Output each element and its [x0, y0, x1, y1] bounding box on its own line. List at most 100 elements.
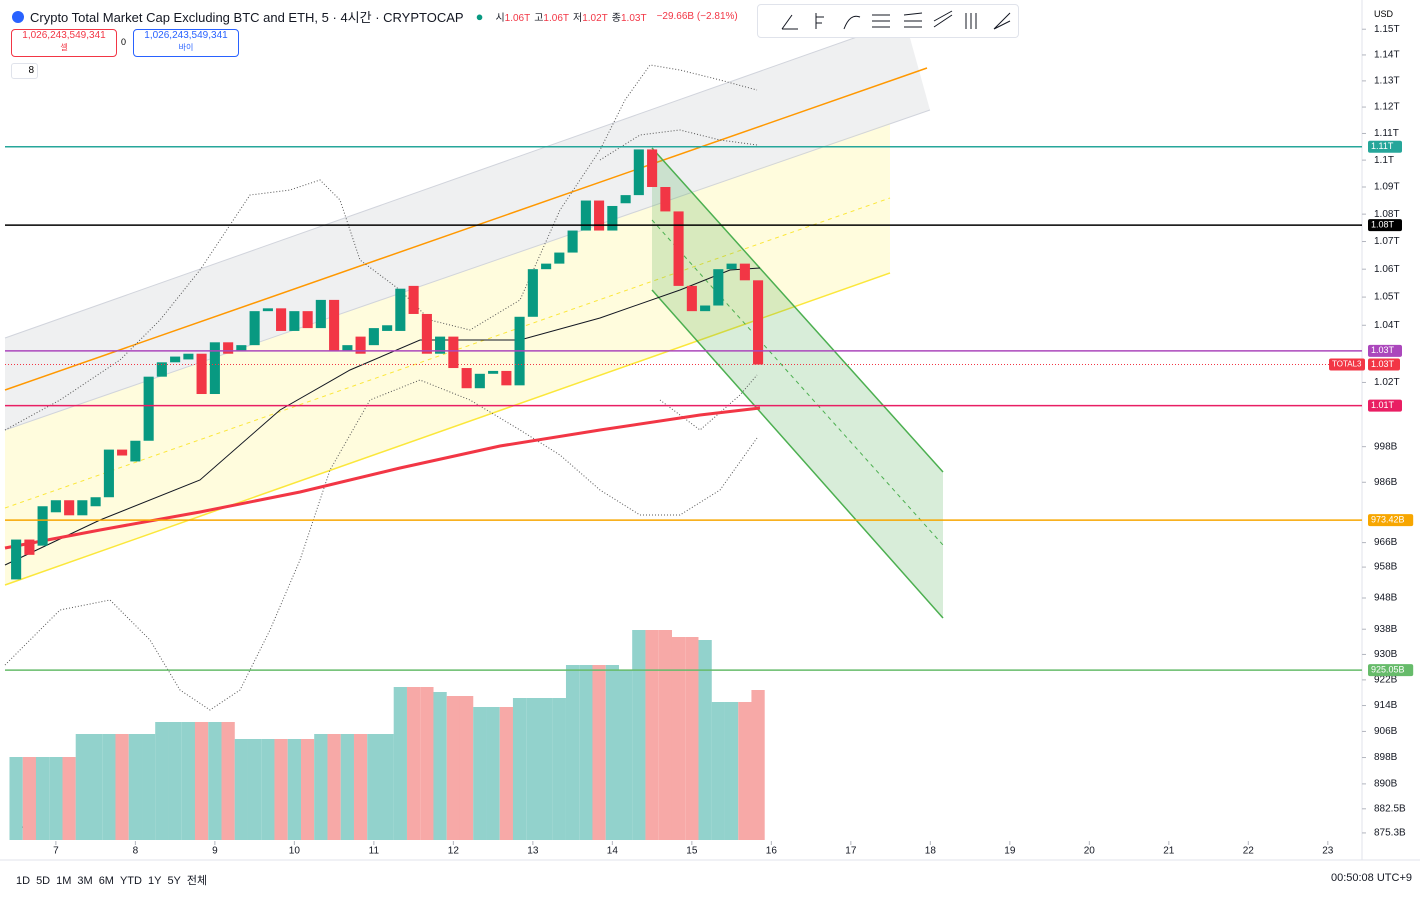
volume-bar	[261, 739, 275, 840]
sell-price: 1,026,243,549,341	[22, 30, 106, 41]
volume-bar	[208, 722, 222, 840]
volume-bar	[685, 637, 699, 840]
toolbar-icons	[781, 10, 1011, 30]
ohlc-label: 저	[573, 13, 583, 24]
plot: 1.15T1.14T1.13T1.12T1.11T1.1T1.09T1.08T1…	[5, 24, 1414, 857]
volume-bar	[698, 640, 712, 840]
candle-body	[673, 211, 684, 286]
volume-bar	[499, 707, 514, 840]
x-tick-label: 12	[448, 846, 460, 857]
x-tick-label: 13	[527, 846, 539, 857]
range-button[interactable]: YTD	[119, 875, 142, 887]
candle-body	[686, 285, 697, 312]
candle-body	[461, 368, 472, 389]
candle-body	[421, 313, 432, 354]
candle-body	[289, 311, 300, 331]
x-tick-label: 19	[1004, 846, 1016, 857]
candle-body	[315, 299, 326, 329]
ohlc-value: 1.06T	[504, 13, 531, 24]
candle-body	[620, 195, 631, 204]
volume-bar	[35, 757, 50, 840]
volume-bar	[605, 665, 619, 840]
x-tick-label: 18	[925, 846, 937, 857]
volume-bar	[367, 734, 381, 840]
sell-button[interactable]: 1,026,243,549,341 셀	[11, 29, 117, 57]
range-button[interactable]: 전체	[186, 875, 208, 887]
candle-body	[223, 342, 234, 354]
price-tag-label: 925.05B	[1371, 665, 1405, 675]
range-button[interactable]: 5D	[36, 875, 51, 887]
candle-body	[130, 440, 141, 462]
drawing-toolbar	[757, 4, 1019, 38]
candle-body	[633, 149, 644, 196]
volume-bar	[459, 696, 474, 840]
x-tick-label: 14	[607, 846, 619, 857]
volume-bar	[22, 757, 37, 840]
volume-bar	[115, 734, 129, 840]
y-tick-label: 890B	[1374, 779, 1398, 790]
title: Crypto Total Market Cap Excluding BTC an…	[30, 10, 464, 25]
y-tick-label: 948B	[1374, 593, 1398, 604]
candle-body	[647, 149, 658, 188]
candle-body	[196, 353, 207, 395]
change: −29.66B (−2.81%)	[656, 11, 738, 22]
range-button[interactable]: 1D	[16, 875, 31, 887]
volume-bar	[234, 739, 248, 840]
candle-body	[541, 263, 552, 270]
ohlc-label: 종	[611, 13, 621, 24]
volume-bar	[446, 696, 460, 840]
volume-bar	[552, 698, 566, 840]
candle-body	[435, 336, 446, 354]
range-button[interactable]: 6M	[98, 875, 114, 887]
range-button[interactable]: 1Y	[147, 875, 162, 887]
range-button[interactable]: 3M	[77, 875, 93, 887]
candle-body	[183, 353, 194, 360]
volume-bar	[301, 739, 315, 840]
x-tick-label: 20	[1084, 846, 1096, 857]
y-tick-label: 1.09T	[1374, 182, 1400, 193]
status-dot: ●	[475, 9, 484, 24]
volume-bar	[102, 734, 116, 840]
candle-body	[64, 500, 75, 516]
last-price-name: TOTAL3	[1332, 360, 1362, 369]
candle-body	[753, 280, 764, 365]
candle-body	[329, 299, 340, 351]
volume-bar	[247, 739, 262, 840]
y-tick-label: 898B	[1374, 752, 1398, 763]
volume-bar	[62, 757, 76, 840]
range-button[interactable]: 5Y	[167, 875, 181, 887]
candle-body	[342, 345, 353, 351]
y-tick-label: 1.02T	[1374, 377, 1400, 388]
range-button[interactable]: 1M	[56, 875, 72, 887]
x-tick-label: 17	[845, 846, 857, 857]
ohlc-value: 1.03T	[620, 13, 647, 24]
candle-body	[739, 263, 750, 281]
y-tick-label: 1.13T	[1374, 76, 1400, 87]
volume-bar	[711, 702, 725, 840]
candle-body	[527, 269, 538, 317]
candle-body	[24, 539, 35, 555]
volume-bar	[353, 734, 368, 840]
volume-bar	[88, 734, 103, 840]
last-price-tag	[1368, 358, 1400, 371]
y-tick-label: 882.5B	[1374, 803, 1406, 814]
candle-body	[501, 370, 512, 386]
price-tag-label: 1.08T	[1371, 219, 1395, 229]
price-tag	[1368, 399, 1402, 412]
buy-button[interactable]: 1,026,243,549,341 바이	[133, 29, 239, 57]
x-tick-label: 21	[1163, 846, 1175, 857]
y-tick-label: 1.04T	[1374, 320, 1400, 331]
candle-body	[103, 449, 114, 498]
ohlc-label: 고	[534, 13, 544, 24]
price-tag-label: 1.03T	[1371, 345, 1395, 355]
indicator-count[interactable]: 8	[11, 63, 38, 79]
volume-bar	[592, 665, 606, 840]
candle-body	[156, 362, 167, 377]
candle-body	[660, 187, 671, 212]
candle-body	[170, 356, 181, 363]
currency[interactable]: USD	[1374, 9, 1394, 19]
volume-bar	[618, 670, 633, 840]
candle-body	[355, 336, 366, 354]
candle-body	[249, 311, 260, 346]
